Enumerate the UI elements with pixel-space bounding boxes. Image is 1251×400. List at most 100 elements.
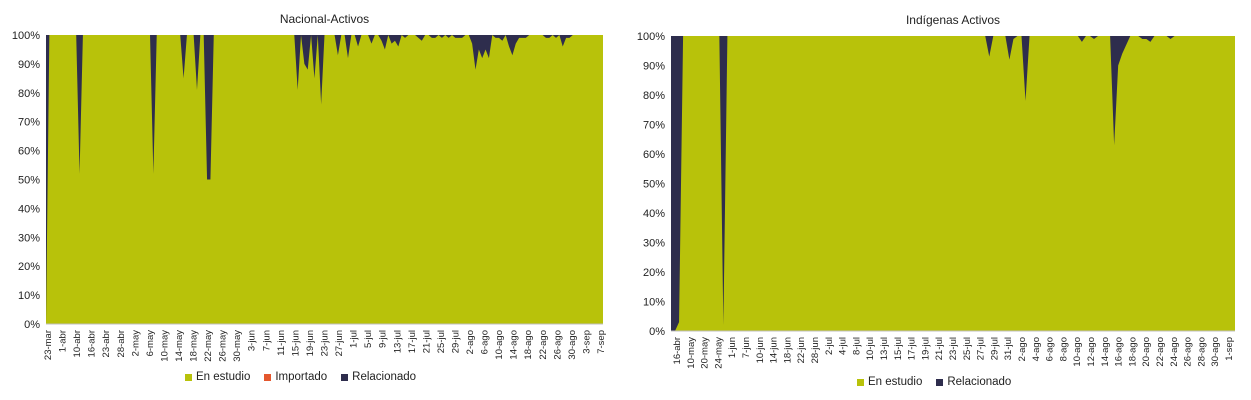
x-tick-label: 29-jul xyxy=(451,330,462,353)
x-tick-label: 19-jun xyxy=(305,330,316,356)
x-tick-label: 16-abr xyxy=(87,330,98,357)
x-tick-label: 28-abr xyxy=(116,330,127,357)
x-tick-label: 27-jul xyxy=(976,337,987,360)
x-tick-label: 10-ago xyxy=(1072,337,1083,367)
x-tick-label: 17-jul xyxy=(407,330,418,353)
x-tick-label: 4-jul xyxy=(838,337,849,355)
x-tick-label: 3-jun xyxy=(247,330,258,351)
x-tick-label: 10-may xyxy=(159,330,170,362)
legend-item-relacionado: Relacionado xyxy=(936,376,1011,388)
x-tick-label: 14-jun xyxy=(769,337,780,363)
y-tick-label: 90% xyxy=(643,61,665,73)
y-tick-label: 30% xyxy=(18,232,40,244)
y-tick-label: 40% xyxy=(643,208,665,220)
x-tick-label: 1-jun xyxy=(727,337,738,358)
x-tick-label: 30-may xyxy=(232,330,243,362)
x-tick-label: 4-ago xyxy=(1031,337,1042,361)
y-tick-label: 10% xyxy=(18,290,40,302)
chart-legend: En estudio Importado Relacionado xyxy=(185,371,416,383)
y-tick-label: 80% xyxy=(18,88,40,100)
chart-panel-nacional: Nacional-Activos 0% 10% 20% 30% 40% 50% 60% 70%… xyxy=(0,0,625,400)
x-tick-label: 23-mar xyxy=(43,330,54,360)
x-tick-label: 1-abr xyxy=(58,330,69,352)
x-tick-label: 22-may xyxy=(203,330,214,362)
legend-swatch xyxy=(264,373,272,381)
x-tick-label: 13-jul xyxy=(879,337,890,360)
x-tick-label: 6-ago xyxy=(480,330,491,354)
x-tick-label: 28-jun xyxy=(810,337,821,363)
x-tick-label: 7-jun xyxy=(741,337,752,358)
chart-title: Nacional-Activos xyxy=(280,12,369,26)
x-tick-label: 2-jul xyxy=(824,337,835,355)
y-tick-label: 70% xyxy=(643,120,665,132)
x-tick-label: 10-jun xyxy=(755,337,766,363)
x-tick-label: 8-ago xyxy=(1058,337,1069,361)
x-tick-label: 11-jun xyxy=(276,330,287,356)
x-tick-label: 26-ago xyxy=(1183,337,1194,367)
x-tick-label: 23-jul xyxy=(948,337,959,360)
y-tick-label: 60% xyxy=(643,149,665,161)
x-tick-label: 10-may xyxy=(686,337,697,369)
x-tick-label: 10-ago xyxy=(494,330,505,360)
legend-swatch xyxy=(341,373,349,381)
x-tick-label: 23-abr xyxy=(101,330,112,357)
y-tick-label: 50% xyxy=(18,175,40,187)
x-tick-label: 21-jul xyxy=(934,337,945,360)
chart-legend: En estudio Relacionado xyxy=(857,376,1011,388)
x-tick-label: 5-jul xyxy=(363,330,374,348)
legend-label: En estudio xyxy=(868,376,923,388)
x-tick-label: 7-jun xyxy=(261,330,272,351)
legend-item-en-estudio: En estudio xyxy=(185,371,250,383)
x-tick-label: 14-may xyxy=(174,330,185,362)
chart-indigenas-activos: Indígenas Activos 0% 10% 20% 30% 40% 50% 60% 70… xyxy=(637,13,1235,369)
y-tick-label: 90% xyxy=(18,59,40,71)
x-tick-label: 16-ago xyxy=(1114,337,1125,367)
x-tick-label: 15-jun xyxy=(290,330,301,356)
x-tick-label: 23-jun xyxy=(320,330,331,356)
x-tick-label: 21-jul xyxy=(421,330,432,353)
x-tick-label: 30-ago xyxy=(567,330,578,360)
x-tick-label: 30-ago xyxy=(1210,337,1221,367)
y-tick-label: 30% xyxy=(643,238,665,250)
x-tick-label: 17-jul xyxy=(907,337,918,360)
x-tick-label: 16-abr xyxy=(672,337,683,364)
x-tick-label: 10-jul xyxy=(865,337,876,360)
x-tick-label: 20-ago xyxy=(1141,337,1152,367)
legend-label: Importado xyxy=(275,371,328,383)
legend-label: Relacionado xyxy=(947,376,1012,388)
y-tick-label: 100% xyxy=(637,31,665,43)
y-tick-label: 10% xyxy=(643,297,665,309)
x-tick-label: 8-jul xyxy=(851,337,862,355)
legend-label: En estudio xyxy=(196,371,251,383)
x-tick-label: 18-ago xyxy=(523,330,534,360)
x-tick-label: 15-jul xyxy=(893,337,904,360)
x-tick-label: 18-jun xyxy=(782,337,793,363)
y-tick-label: 50% xyxy=(643,179,665,191)
legend-item-importado: Importado xyxy=(264,371,327,383)
x-tick-label: 1-jul xyxy=(349,330,360,348)
legend-label: Relacionado xyxy=(352,371,417,383)
y-tick-label: 40% xyxy=(18,203,40,215)
x-tick-label: 25-jul xyxy=(962,337,973,360)
x-tick-label: 6-ago xyxy=(1045,337,1056,361)
x-tick-label: 13-jul xyxy=(392,330,403,353)
x-tick-label: 14-ago xyxy=(509,330,520,360)
x-tick-label: 18-ago xyxy=(1127,337,1138,367)
x-tick-label: 25-jul xyxy=(436,330,447,353)
y-tick-label: 0% xyxy=(649,326,665,338)
x-tick-label: 22-ago xyxy=(538,330,549,360)
x-tick-label: 10-abr xyxy=(72,330,83,357)
x-tick-label: 14-ago xyxy=(1100,337,1111,367)
x-tick-label: 20-may xyxy=(700,337,711,369)
legend-swatch xyxy=(857,378,864,386)
x-tick-label: 28-ago xyxy=(1196,337,1207,367)
y-tick-label: 100% xyxy=(12,30,40,42)
x-tick-label: 3-sep xyxy=(581,330,592,354)
area-en-estudio xyxy=(671,36,1235,331)
x-tick-label: 19-jul xyxy=(920,337,931,360)
x-tick-label: 9-jul xyxy=(378,330,389,348)
x-tick-label: 22-ago xyxy=(1155,337,1166,367)
legend-swatch xyxy=(185,373,192,381)
y-tick-label: 80% xyxy=(643,90,665,102)
chart-panel-indigenas: Indígenas Activos 0% 10% 20% 30% 40% 50% 60% 70… xyxy=(630,0,1251,400)
